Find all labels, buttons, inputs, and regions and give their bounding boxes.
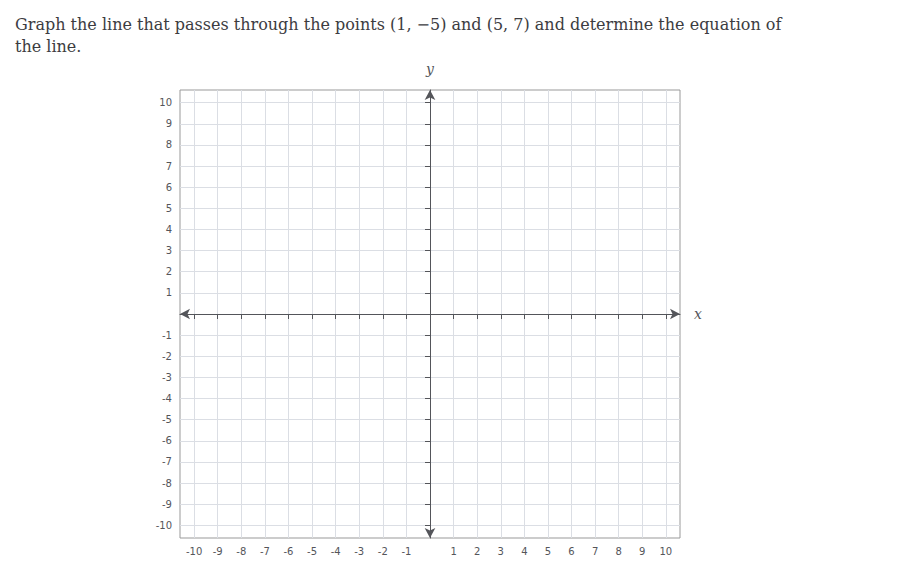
svg-text:9: 9 <box>166 118 172 129</box>
svg-text:-10: -10 <box>156 520 172 531</box>
svg-text:5: 5 <box>545 546 551 557</box>
svg-text:8: 8 <box>166 139 172 150</box>
svg-text:-8: -8 <box>236 546 246 557</box>
svg-text:-10: -10 <box>186 546 202 557</box>
svg-text:-8: -8 <box>162 478 172 489</box>
svg-text:6: 6 <box>166 182 172 193</box>
svg-text:Graph the line that passes thr: Graph the line that passes through the p… <box>15 15 782 34</box>
svg-text:-3: -3 <box>162 372 172 383</box>
svg-text:5: 5 <box>166 203 172 214</box>
svg-text:the line.: the line. <box>15 37 81 56</box>
svg-text:-6: -6 <box>283 546 293 557</box>
svg-text:y: y <box>425 61 435 77</box>
svg-text:1: 1 <box>450 546 456 557</box>
svg-text:8: 8 <box>615 546 621 557</box>
svg-text:7: 7 <box>166 161 172 172</box>
svg-text:2: 2 <box>474 546 480 557</box>
svg-text:4: 4 <box>521 546 527 557</box>
svg-text:-7: -7 <box>260 546 270 557</box>
svg-text:6: 6 <box>568 546 574 557</box>
svg-text:-4: -4 <box>331 546 341 557</box>
svg-text:-1: -1 <box>401 546 411 557</box>
svg-text:1: 1 <box>166 287 172 298</box>
svg-text:4: 4 <box>166 224 172 235</box>
svg-text:9: 9 <box>639 546 645 557</box>
svg-text:-9: -9 <box>162 499 172 510</box>
svg-text:3: 3 <box>166 245 172 256</box>
svg-text:-4: -4 <box>162 393 172 404</box>
svg-text:3: 3 <box>498 546 504 557</box>
svg-text:-2: -2 <box>162 351 172 362</box>
svg-text:x: x <box>694 306 702 322</box>
svg-text:-7: -7 <box>162 456 172 467</box>
svg-text:-9: -9 <box>213 546 223 557</box>
svg-text:10: 10 <box>159 97 172 108</box>
svg-text:-6: -6 <box>162 435 172 446</box>
svg-text:-5: -5 <box>162 414 172 425</box>
svg-text:2: 2 <box>166 266 172 277</box>
svg-text:-5: -5 <box>307 546 317 557</box>
svg-text:-2: -2 <box>378 546 388 557</box>
svg-text:7: 7 <box>592 546 598 557</box>
svg-text:-1: -1 <box>162 330 172 341</box>
svg-text:-3: -3 <box>354 546 364 557</box>
svg-text:10: 10 <box>659 546 672 557</box>
